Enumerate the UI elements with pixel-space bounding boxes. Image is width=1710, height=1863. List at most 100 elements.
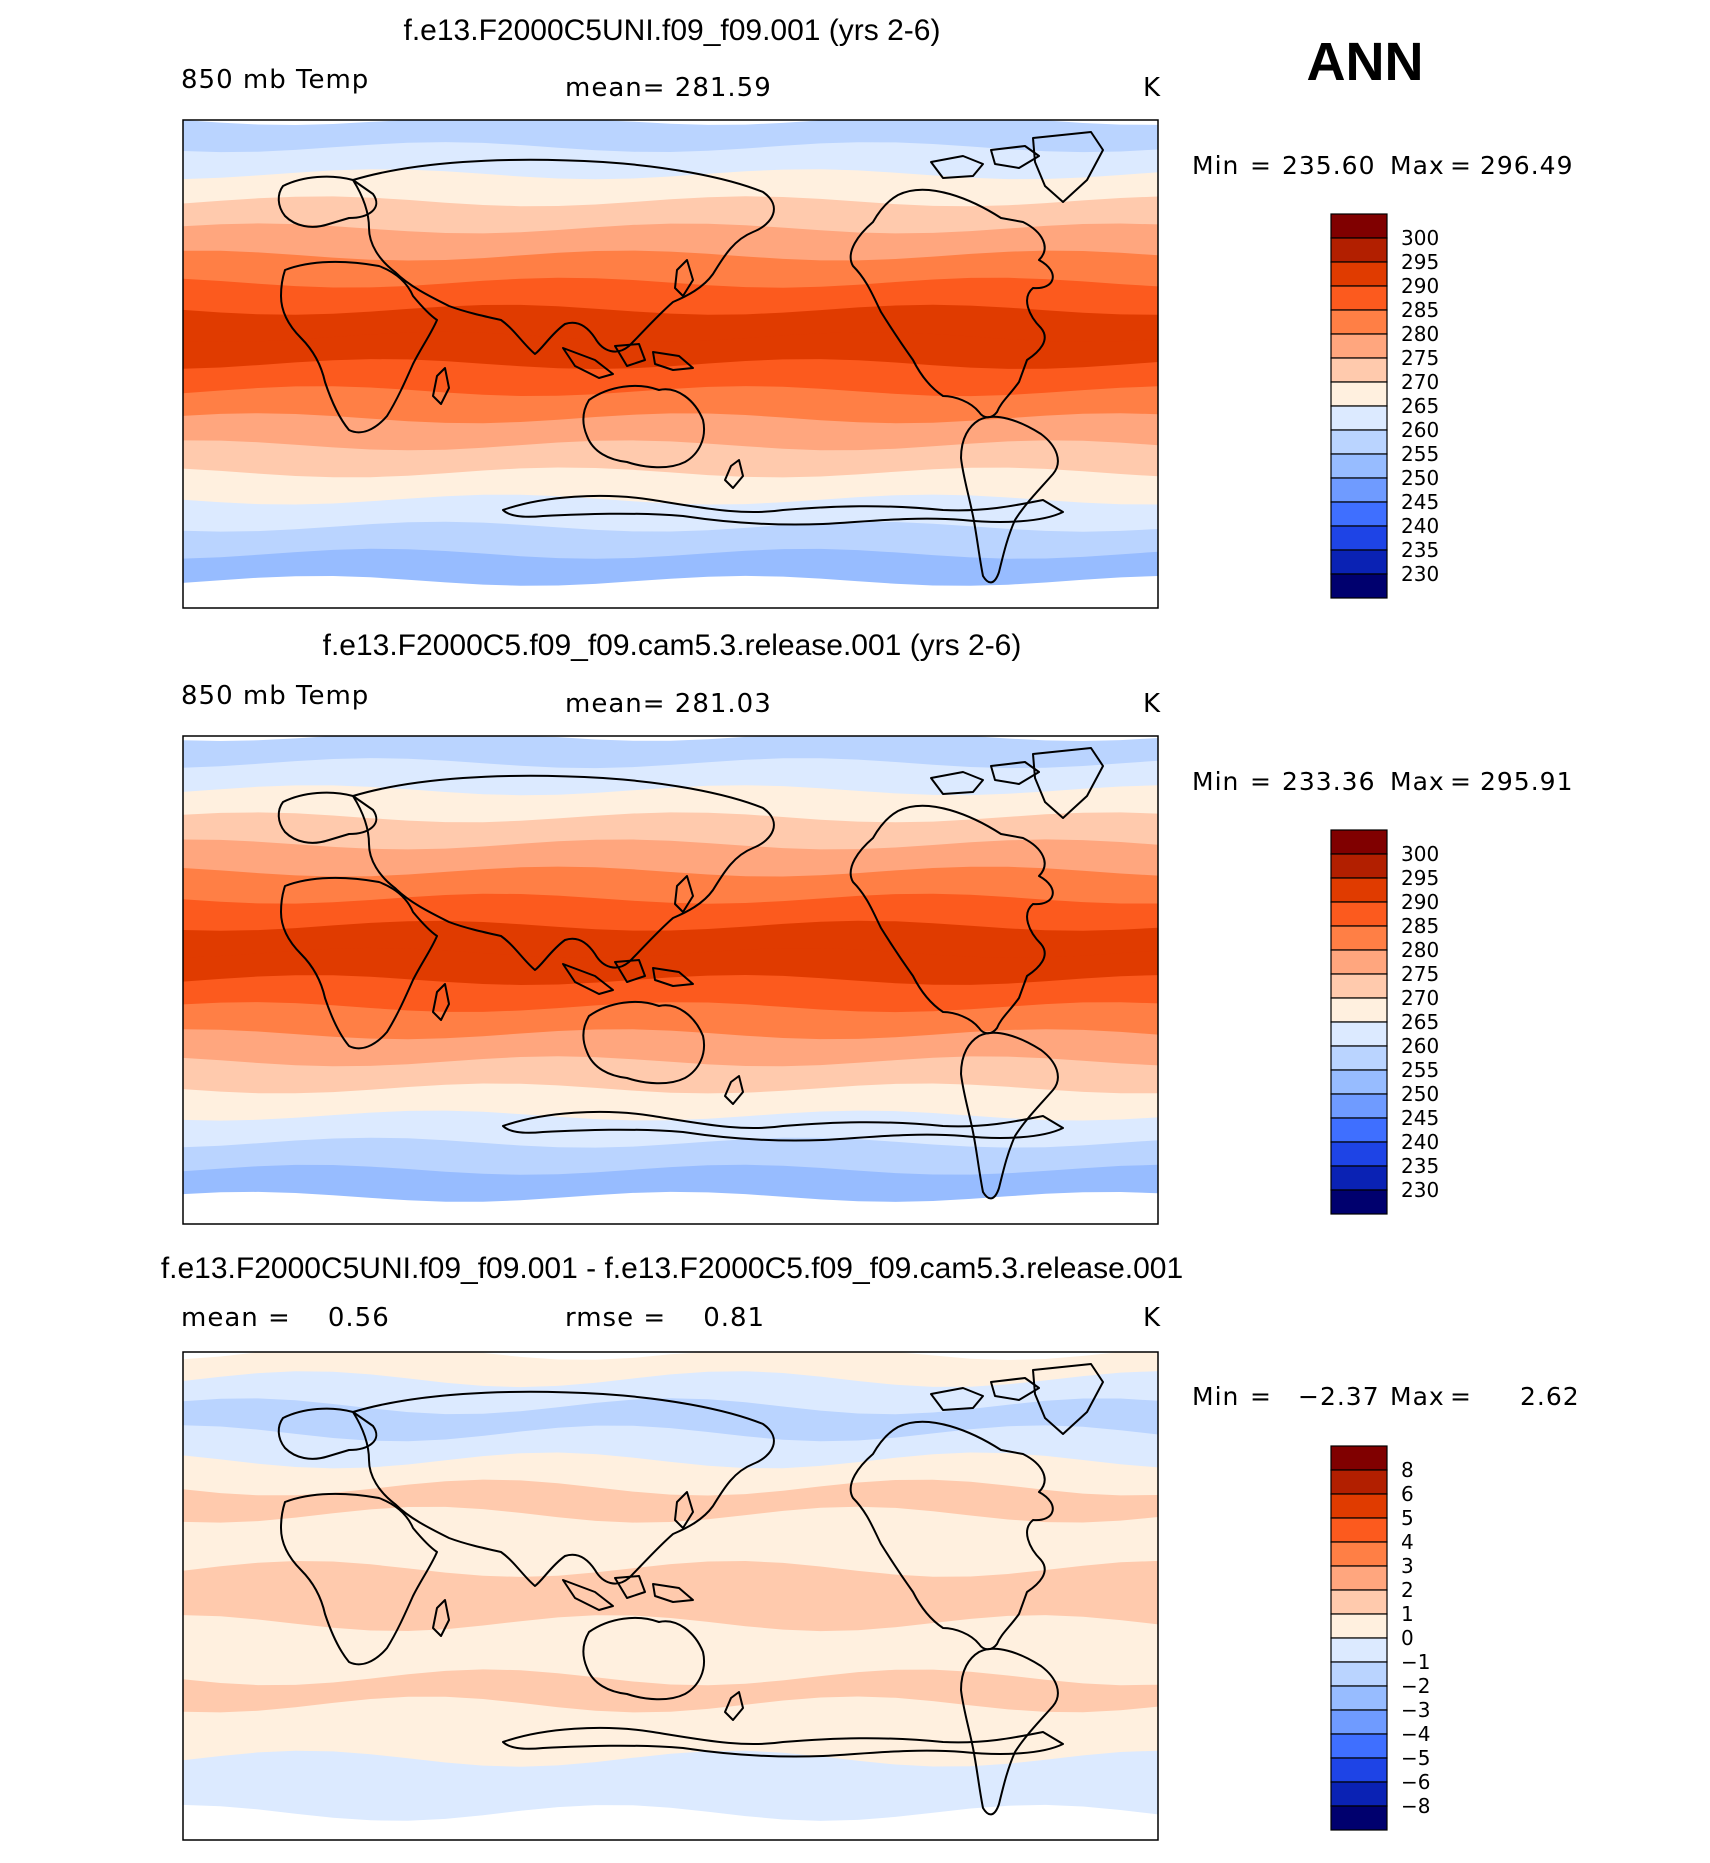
- max-label: Max: [1390, 1382, 1445, 1411]
- min-max-readout: Min = 235.60 Max = 296.49: [1192, 151, 1573, 180]
- colorbar-tick-label: 280: [1401, 322, 1439, 346]
- colorbar: 3002952902852802752702652602552502452402…: [1330, 829, 1439, 1215]
- variable-label: 850 mb Temp: [181, 681, 369, 711]
- colorbar-tick-label: 270: [1401, 986, 1439, 1010]
- colorbar-swatch: [1330, 261, 1388, 287]
- color-band: [183, 1029, 1158, 1068]
- max-label: Max: [1390, 151, 1445, 180]
- units-label: K: [1143, 73, 1161, 103]
- color-band: [183, 1804, 1158, 1840]
- colorbar-swatch: [1330, 1541, 1388, 1567]
- colorbar-swatch: [1330, 1469, 1388, 1495]
- colorbar-tick-label: 290: [1401, 274, 1439, 298]
- min-equals: =: [1250, 1382, 1272, 1411]
- temperature-bands: [183, 736, 1158, 1224]
- color-band: [183, 250, 1158, 289]
- colorbar-tick-label: 5: [1401, 1506, 1414, 1530]
- colorbar-tick-label: 260: [1401, 1034, 1439, 1058]
- color-band: [183, 975, 1158, 1014]
- difference-bands: [183, 1352, 1158, 1840]
- panel-title: f.e13.F2000C5UNI.f09_f09.001 - f.e13.F20…: [161, 1252, 1183, 1285]
- colorbar-tick-label: 285: [1401, 914, 1439, 938]
- colorbar-tick-label: 235: [1401, 1154, 1439, 1178]
- color-band: [183, 1669, 1158, 1714]
- color-band: [183, 1506, 1158, 1551]
- color-band: [183, 413, 1158, 452]
- panel-test-case: f.e13.F2000C5UNI.f09_f09.001 (yrs 2-6) 8…: [181, 14, 1573, 609]
- colorbar-swatch: [1330, 453, 1388, 479]
- colorbar-swatch: [1330, 1637, 1388, 1663]
- panel-control-case: f.e13.F2000C5.f09_f09.cam5.3.release.001…: [181, 629, 1572, 1225]
- color-band: [183, 548, 1158, 587]
- colorbar-swatch: [1330, 357, 1388, 383]
- colorbar-swatch: [1330, 549, 1388, 575]
- colorbar-tick-label: 260: [1401, 418, 1439, 442]
- colorbar-tick-label: 295: [1401, 866, 1439, 890]
- colorbar-swatch: [1330, 213, 1388, 239]
- min-value: −2.37: [1298, 1382, 1380, 1411]
- min-equals: =: [1250, 767, 1272, 796]
- color-band: [183, 359, 1158, 398]
- colorbar-swatch: [1330, 1661, 1388, 1687]
- colorbar-tick-label: 300: [1401, 226, 1439, 250]
- colorbar-tick-label: −8: [1401, 1794, 1430, 1818]
- colorbar-swatch: [1330, 829, 1388, 855]
- colorbar-swatch: [1330, 997, 1388, 1023]
- colorbar-tick-label: 1: [1401, 1602, 1414, 1626]
- color-band: [183, 736, 1158, 770]
- color-band: [183, 1750, 1158, 1795]
- rmse-label: rmse = 0.81: [565, 1303, 765, 1333]
- colorbar-swatch: [1330, 1517, 1388, 1543]
- colorbar-swatch: [1330, 237, 1388, 263]
- min-value: 233.36: [1282, 767, 1375, 796]
- colorbar-swatch: [1330, 901, 1388, 927]
- colorbar-swatch: [1330, 1117, 1388, 1143]
- colorbar-swatch: [1330, 477, 1388, 503]
- units-label: K: [1143, 1303, 1161, 1333]
- color-band: [183, 839, 1158, 878]
- colorbar-tick-label: 285: [1401, 298, 1439, 322]
- colorbar-swatch: [1330, 1493, 1388, 1519]
- color-band: [183, 866, 1158, 905]
- colorbar-swatch: [1330, 1757, 1388, 1783]
- color-band: [183, 1533, 1158, 1578]
- colorbar-tick-label: −3: [1401, 1698, 1430, 1722]
- color-band: [183, 1164, 1158, 1203]
- colorbar-tick-label: −2: [1401, 1674, 1430, 1698]
- colorbar-tick-label: −1: [1401, 1650, 1430, 1674]
- map-field: [182, 735, 1159, 1225]
- colorbar-swatch: [1330, 429, 1388, 455]
- color-band: [183, 386, 1158, 425]
- colorbar: 3002952902852802752702652602552502452402…: [1330, 213, 1439, 599]
- color-band: [183, 1191, 1158, 1224]
- max-value: 296.49: [1480, 151, 1573, 180]
- panel-title: f.e13.F2000C5UNI.f09_f09.001 (yrs 2-6): [404, 14, 941, 47]
- colorbar-swatch: [1330, 573, 1388, 599]
- min-label: Min: [1192, 767, 1239, 796]
- colorbar-swatch: [1330, 1781, 1388, 1807]
- panel-difference: f.e13.F2000C5UNI.f09_f09.001 - f.e13.F20…: [161, 1252, 1579, 1841]
- color-band: [183, 785, 1158, 824]
- colorbar-tick-label: 290: [1401, 890, 1439, 914]
- colorbar-swatch: [1330, 1445, 1388, 1471]
- temperature-bands: [183, 120, 1158, 608]
- panel-title: f.e13.F2000C5.f09_f09.cam5.3.release.001…: [323, 629, 1022, 662]
- colorbar-swatch: [1330, 1565, 1388, 1591]
- color-band: [183, 1479, 1158, 1524]
- color-band: [183, 1002, 1158, 1041]
- colorbar-swatch: [1330, 1165, 1388, 1191]
- colorbar-tick-label: 280: [1401, 938, 1439, 962]
- colorbar-swatch: [1330, 1021, 1388, 1047]
- colorbar-tick-label: 240: [1401, 1130, 1439, 1154]
- colorbar-swatch: [1330, 1069, 1388, 1095]
- color-band: [183, 196, 1158, 235]
- colorbar-swatch: [1330, 1685, 1388, 1711]
- color-band: [183, 1137, 1158, 1176]
- colorbar-tick-label: 240: [1401, 514, 1439, 538]
- min-label: Min: [1192, 151, 1239, 180]
- colorbar-swatch: [1330, 1141, 1388, 1167]
- colorbar-swatch: [1330, 973, 1388, 999]
- color-band: [183, 1642, 1158, 1687]
- colorbar-tick-label: 275: [1401, 962, 1439, 986]
